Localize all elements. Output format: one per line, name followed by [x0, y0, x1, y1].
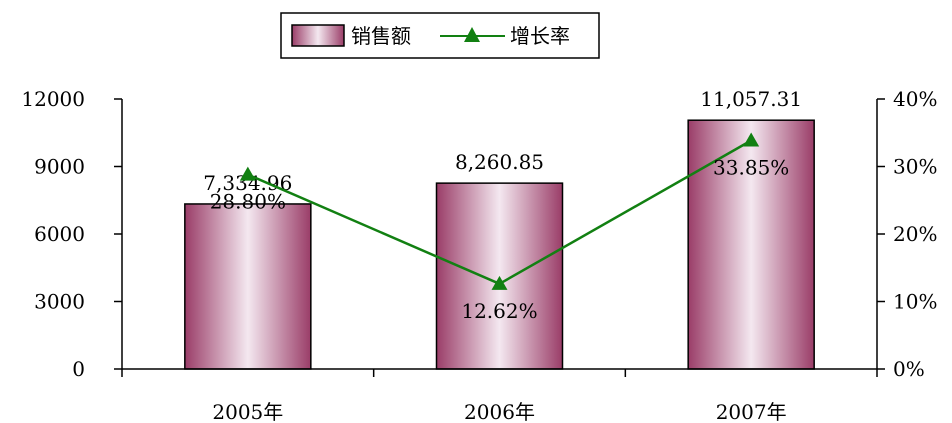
x-category-label: 2006年 [464, 400, 535, 423]
right-tick-label: 40% [893, 87, 937, 111]
legend-marker-triangle [464, 27, 480, 42]
line-series [239, 132, 760, 290]
right-tick-label: 30% [893, 155, 937, 179]
legend: 销售额 增长率 [280, 12, 600, 59]
bar-value-label: 11,057.31 [700, 87, 802, 111]
bar [435, 182, 564, 370]
bar [687, 119, 815, 370]
line-value-label: 12.62% [461, 299, 537, 323]
left-tick-label: 9000 [34, 155, 85, 179]
bar [184, 203, 312, 370]
left-tick-label: 3000 [34, 290, 85, 314]
legend-label-bar: 销售额 [351, 24, 411, 48]
line-marker-triangle [239, 166, 256, 181]
right-tick-label: 10% [893, 290, 937, 314]
line-value-label: 28.80% [210, 190, 286, 214]
line-marker-triangle [491, 275, 508, 290]
line-data-labels: 28.80% 12.62% 33.85% [210, 156, 790, 323]
left-axis-ticks: 0 3000 6000 9000 12000 [21, 87, 122, 381]
line-value-label: 33.85% [713, 156, 789, 180]
right-tick-label: 20% [893, 222, 937, 246]
left-tick-label: 12000 [21, 87, 85, 111]
legend-label-line: 增长率 [510, 24, 570, 48]
line-marker-triangle [743, 132, 760, 147]
x-category-label: 2007年 [716, 400, 787, 423]
x-category-label: 2005年 [212, 400, 283, 423]
right-tick-label: 0% [893, 357, 925, 381]
left-tick-label: 6000 [34, 222, 85, 246]
left-tick-label: 0 [72, 357, 85, 381]
legend-swatch-bar [291, 24, 345, 47]
bar-value-label: 8,260.85 [455, 150, 544, 174]
x-axis-ticks: 2005年 2006年 2007年 [121, 369, 878, 423]
bar-series [184, 119, 815, 370]
right-axis-ticks: 0% 10% 20% 30% 40% [877, 87, 937, 381]
